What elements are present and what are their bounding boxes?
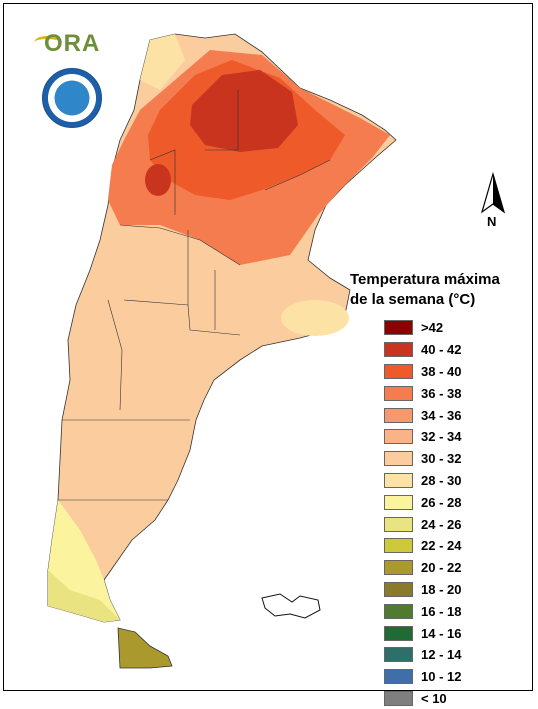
legend-item: 38 - 40 [384, 361, 461, 383]
zone-40-42-north [190, 70, 298, 152]
legend-item: 28 - 30 [384, 470, 461, 492]
legend-item: 34 - 36 [384, 404, 461, 426]
logo-swoosh-icon [34, 36, 60, 49]
legend-item: 10 - 12 [384, 666, 461, 688]
legend-swatch [384, 385, 413, 401]
legend-swatch [384, 363, 413, 379]
legend-label: 28 - 30 [421, 472, 462, 488]
tierra-del-fuego [117, 627, 173, 669]
legend-label: 12 - 14 [421, 647, 462, 663]
legend-item: 36 - 38 [384, 382, 461, 404]
legend-label: 22 - 24 [421, 538, 462, 554]
legend-swatch [384, 690, 413, 706]
legend-swatch [384, 647, 413, 663]
legend-label: 30 - 32 [421, 451, 462, 467]
legend-title: Temperatura máxima de la semana (°C) [350, 270, 530, 310]
legend-swatch [384, 560, 413, 576]
legend-swatch [384, 342, 413, 358]
legend-item: 32 - 34 [384, 426, 461, 448]
legend-item: 12 - 14 [384, 644, 461, 666]
legend-item: 26 - 28 [384, 491, 461, 513]
legend-item: 18 - 20 [384, 579, 461, 601]
legend-swatch [384, 538, 413, 554]
legend-item: < 10 [384, 688, 461, 709]
legend-label: 18 - 20 [421, 581, 462, 597]
legend-title-line1: Temperatura máxima [350, 271, 500, 288]
legend-label: 20 - 22 [421, 560, 462, 576]
legend: >42 40 - 42 38 - 40 36 - 38 34 - 36 32 - 34 30… [384, 317, 461, 709]
legend-item: 22 - 24 [384, 535, 461, 557]
zone-24-26-southtip [48, 570, 120, 622]
legend-label: < 10 [421, 690, 447, 706]
north-arrow-icon [480, 172, 506, 214]
legend-label: 38 - 40 [421, 363, 462, 379]
province-borders [58, 90, 331, 501]
legend-item: 20 - 22 [384, 557, 461, 579]
legend-label: 40 - 42 [421, 342, 462, 358]
legend-swatch [384, 669, 413, 685]
legend-swatch [384, 407, 413, 423]
legend-swatch [384, 581, 413, 597]
legend-label: 36 - 38 [421, 385, 462, 401]
smn-seal-icon [42, 68, 102, 128]
legend-swatch [384, 516, 413, 532]
legend-label: 32 - 34 [421, 429, 462, 445]
zone-40-42-west [145, 164, 171, 196]
legend-label: 10 - 12 [421, 669, 462, 685]
legend-label: 14 - 16 [421, 625, 462, 641]
zone-28-30-east [281, 300, 349, 336]
legend-item: 30 - 32 [384, 448, 461, 470]
legend-item: 24 - 26 [384, 513, 461, 535]
legend-swatch [384, 472, 413, 488]
zone-28-30-west [140, 34, 185, 90]
legend-label: >42 [421, 320, 444, 336]
legend-item: 16 - 18 [384, 600, 461, 622]
legend-swatch [384, 429, 413, 445]
legend-swatch [384, 603, 413, 619]
legend-swatch [384, 625, 413, 641]
north-label: N [487, 214, 497, 229]
legend-item: >42 [384, 317, 461, 339]
legend-item: 14 - 16 [384, 622, 461, 644]
legend-label: 34 - 36 [421, 407, 462, 423]
legend-swatch [384, 320, 413, 336]
logo: ORA [44, 30, 101, 57]
legend-swatch [384, 494, 413, 510]
legend-item: 40 - 42 [384, 339, 461, 361]
legend-label: 24 - 26 [421, 516, 462, 532]
legend-title-line2: de la semana (°C) [350, 291, 476, 308]
malvinas-islands [261, 593, 321, 619]
legend-swatch [384, 451, 413, 467]
legend-label: 26 - 28 [421, 494, 462, 510]
legend-label: 16 - 18 [421, 603, 462, 619]
